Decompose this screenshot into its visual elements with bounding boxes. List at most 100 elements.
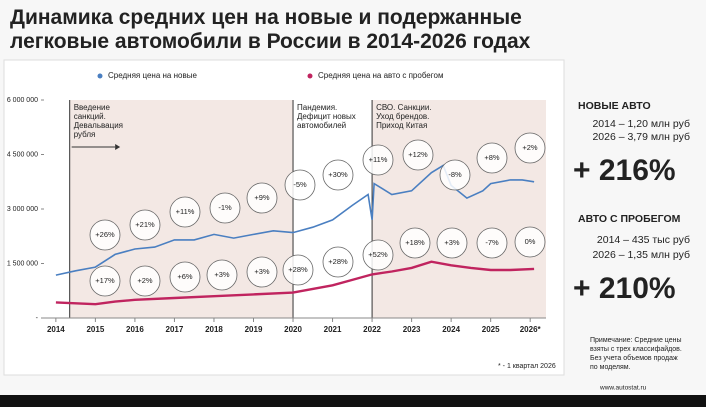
change-bubble (282, 254, 314, 286)
change-bubble (246, 182, 278, 214)
note-line: Без учета объемов продаж (590, 354, 678, 362)
change-label: +3% (214, 270, 230, 279)
change-label: +9% (254, 193, 270, 202)
legend-swatch (307, 73, 313, 79)
change-label: +28% (328, 257, 348, 266)
period-arrow-head (115, 144, 121, 150)
summary-title: НОВЫЕ АВТО (578, 100, 651, 112)
period-label: автомобилей (297, 121, 346, 130)
note-line: взяты с трех классифайдов. (590, 345, 682, 353)
x-tick-label: 2020 (284, 325, 302, 334)
change-bubble (362, 239, 394, 271)
change-label: +12% (408, 150, 428, 159)
change-bubble (436, 227, 468, 259)
change-label: +18% (405, 238, 425, 247)
change-bubble (399, 227, 431, 259)
change-label: -7% (485, 238, 499, 247)
change-bubble (362, 144, 394, 176)
legend-label: Средняя цена на новые (108, 71, 197, 80)
change-bubble (476, 227, 508, 259)
note-line: Примечание: Средние цены (590, 337, 682, 344)
change-label: 0% (525, 237, 536, 246)
x-tick-label: 2017 (166, 325, 184, 334)
change-bubble (169, 261, 201, 293)
x-tick-label: 2022 (363, 325, 381, 334)
change-bubble (402, 139, 434, 171)
bottom-bar (0, 395, 706, 407)
chart-title: Динамика средних цен на новые и подержан… (10, 6, 531, 53)
x-tick-label: 2024 (442, 325, 460, 334)
change-bubble (169, 196, 201, 228)
change-label: +17% (95, 276, 115, 285)
change-label: +11% (369, 155, 388, 164)
legend-swatch (97, 73, 103, 79)
change-bubble (514, 226, 546, 258)
change-label: +21% (135, 220, 155, 229)
period-label: Пандемия. (297, 103, 337, 112)
change-bubble (322, 159, 354, 191)
note-line: по моделям. (590, 364, 631, 371)
summary-line: 2014 – 1,20 млн руб (592, 118, 690, 130)
x-tick-label: 2019 (245, 325, 263, 334)
summary-change: + 216% (573, 154, 676, 187)
period-label: Приход Китая (376, 121, 427, 130)
x-tick-label: 2026* (520, 325, 542, 334)
change-label: +6% (177, 272, 193, 281)
change-label: +11% (176, 207, 195, 216)
change-label: -8% (448, 170, 462, 179)
period-label: Уход брендов. (376, 112, 429, 121)
change-label: -5% (293, 180, 307, 189)
change-bubble (129, 265, 161, 297)
summary-title: АВТО С ПРОБЕГОМ (578, 213, 681, 225)
change-label: +3% (444, 238, 460, 247)
y-tick-label: 4 500 000 (7, 151, 38, 158)
source: www.autostat.ru (599, 385, 647, 392)
x-tick-label: 2023 (403, 325, 421, 334)
change-bubble (206, 259, 238, 291)
change-bubble (439, 159, 471, 191)
y-tick-label: - (36, 315, 39, 322)
series-line (55, 260, 535, 306)
change-bubble (284, 169, 316, 201)
change-bubble (322, 246, 354, 278)
x-tick-label: 2016 (126, 325, 144, 334)
change-label: +28% (288, 265, 308, 274)
period-label: рубля (74, 130, 96, 139)
change-label: +52% (368, 250, 388, 259)
change-label: -1% (218, 203, 232, 212)
y-tick-label: 1 500 000 (7, 260, 38, 267)
x-tick-label: 2015 (86, 325, 104, 334)
change-bubble (514, 132, 546, 164)
change-bubble (89, 265, 121, 297)
x-tick-label: 2018 (205, 325, 223, 334)
y-tick-label: 3 000 000 (7, 206, 38, 213)
x-tick-label: 2014 (47, 325, 65, 334)
summary-line: 2014 – 435 тыс руб (597, 234, 690, 246)
change-label: +2% (137, 276, 153, 285)
summary-line: 2026 – 1,35 млн руб (592, 249, 690, 261)
change-bubble (476, 142, 508, 174)
legend-label: Средняя цена на авто с пробегом (318, 71, 443, 80)
change-label: +30% (328, 170, 348, 179)
period-label: Введение (74, 103, 111, 112)
summary-change: + 210% (573, 272, 676, 305)
change-label: +26% (95, 230, 115, 239)
change-label: +2% (522, 143, 538, 152)
period-label: СВО. Санкции. (376, 103, 432, 112)
period-label: Девальвация (74, 121, 123, 130)
y-tick-label: 6 000 000 (7, 97, 38, 104)
period-label: санкций. (74, 112, 106, 121)
change-label: +3% (254, 267, 270, 276)
change-bubble (89, 219, 121, 251)
change-bubble (246, 256, 278, 288)
series-line (55, 164, 535, 276)
x-tick-label: 2025 (482, 325, 500, 334)
period-band (372, 100, 546, 318)
change-bubble (129, 209, 161, 241)
change-label: +8% (484, 153, 500, 162)
summary-line: 2026 – 3,79 млн руб (592, 131, 690, 143)
period-label: Дефицит новых (297, 112, 356, 121)
footnote: * - 1 квартал 2026 (498, 363, 556, 370)
change-bubble (209, 192, 241, 224)
